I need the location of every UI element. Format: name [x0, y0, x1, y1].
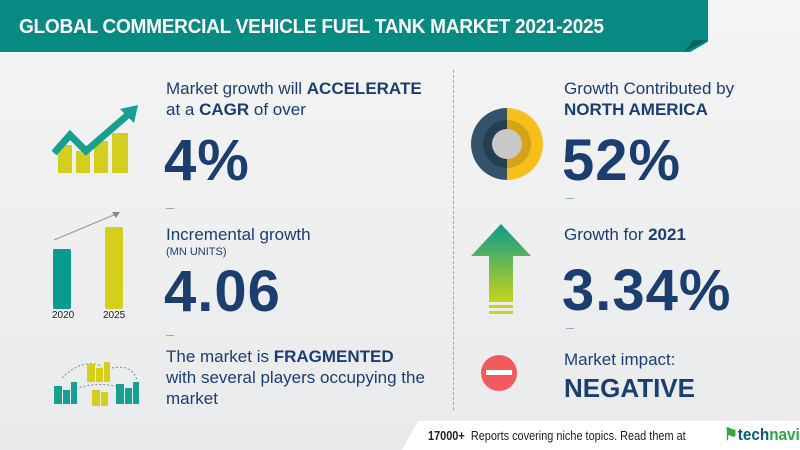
bar-2025	[105, 227, 123, 309]
bar-2020	[53, 249, 71, 309]
bar-label-2025: 2025	[103, 310, 126, 321]
incremental-value: 4.06	[164, 259, 281, 324]
region-label: Growth Contributed by	[564, 79, 735, 98]
divider	[166, 208, 174, 209]
cagr-line2: at a CAGR of over	[166, 100, 306, 119]
negative-minus-icon	[481, 355, 517, 391]
logo-flag-icon: ⚑	[724, 425, 738, 444]
growth-value: 3.34%	[562, 258, 732, 323]
market-line3: market	[166, 389, 218, 408]
cagr-value: 4%	[164, 128, 250, 193]
growth-chart-icon	[52, 105, 138, 173]
region-name: NORTH AMERICA	[564, 100, 708, 119]
impact-value: NEGATIVE	[564, 373, 695, 403]
cagr-line1: Market growth will ACCELERATE	[166, 79, 422, 98]
incremental-label: Incremental growth	[166, 225, 311, 244]
column-separator	[453, 70, 454, 410]
incremental-unit: (MN UNITS)	[166, 246, 227, 258]
market-line1: The market is FRAGMENTED	[166, 347, 394, 366]
impact-label: Market impact:	[564, 350, 676, 369]
divider	[566, 198, 574, 199]
title-banner	[0, 0, 708, 52]
donut-chart-icon	[471, 108, 543, 180]
market-line2: with several players occupying the	[166, 368, 425, 387]
divider	[566, 328, 574, 329]
bar-label-2020: 2020	[52, 310, 75, 321]
divider	[166, 335, 174, 336]
up-arrow-icon	[471, 224, 531, 314]
footer-bar	[402, 421, 800, 450]
region-value: 52%	[562, 128, 682, 193]
bar-comparison-icon	[53, 212, 123, 309]
technavio-logo[interactable]: ⚑technavio	[724, 425, 800, 444]
footer-text: 17000+ Reports covering niche topics. Re…	[428, 428, 686, 443]
growth-label: Growth for 2021	[564, 225, 686, 244]
fragmented-buildings-icon	[54, 362, 139, 406]
page-title: GLOBAL COMMERCIAL VEHICLE FUEL TANK MARK…	[19, 15, 604, 38]
